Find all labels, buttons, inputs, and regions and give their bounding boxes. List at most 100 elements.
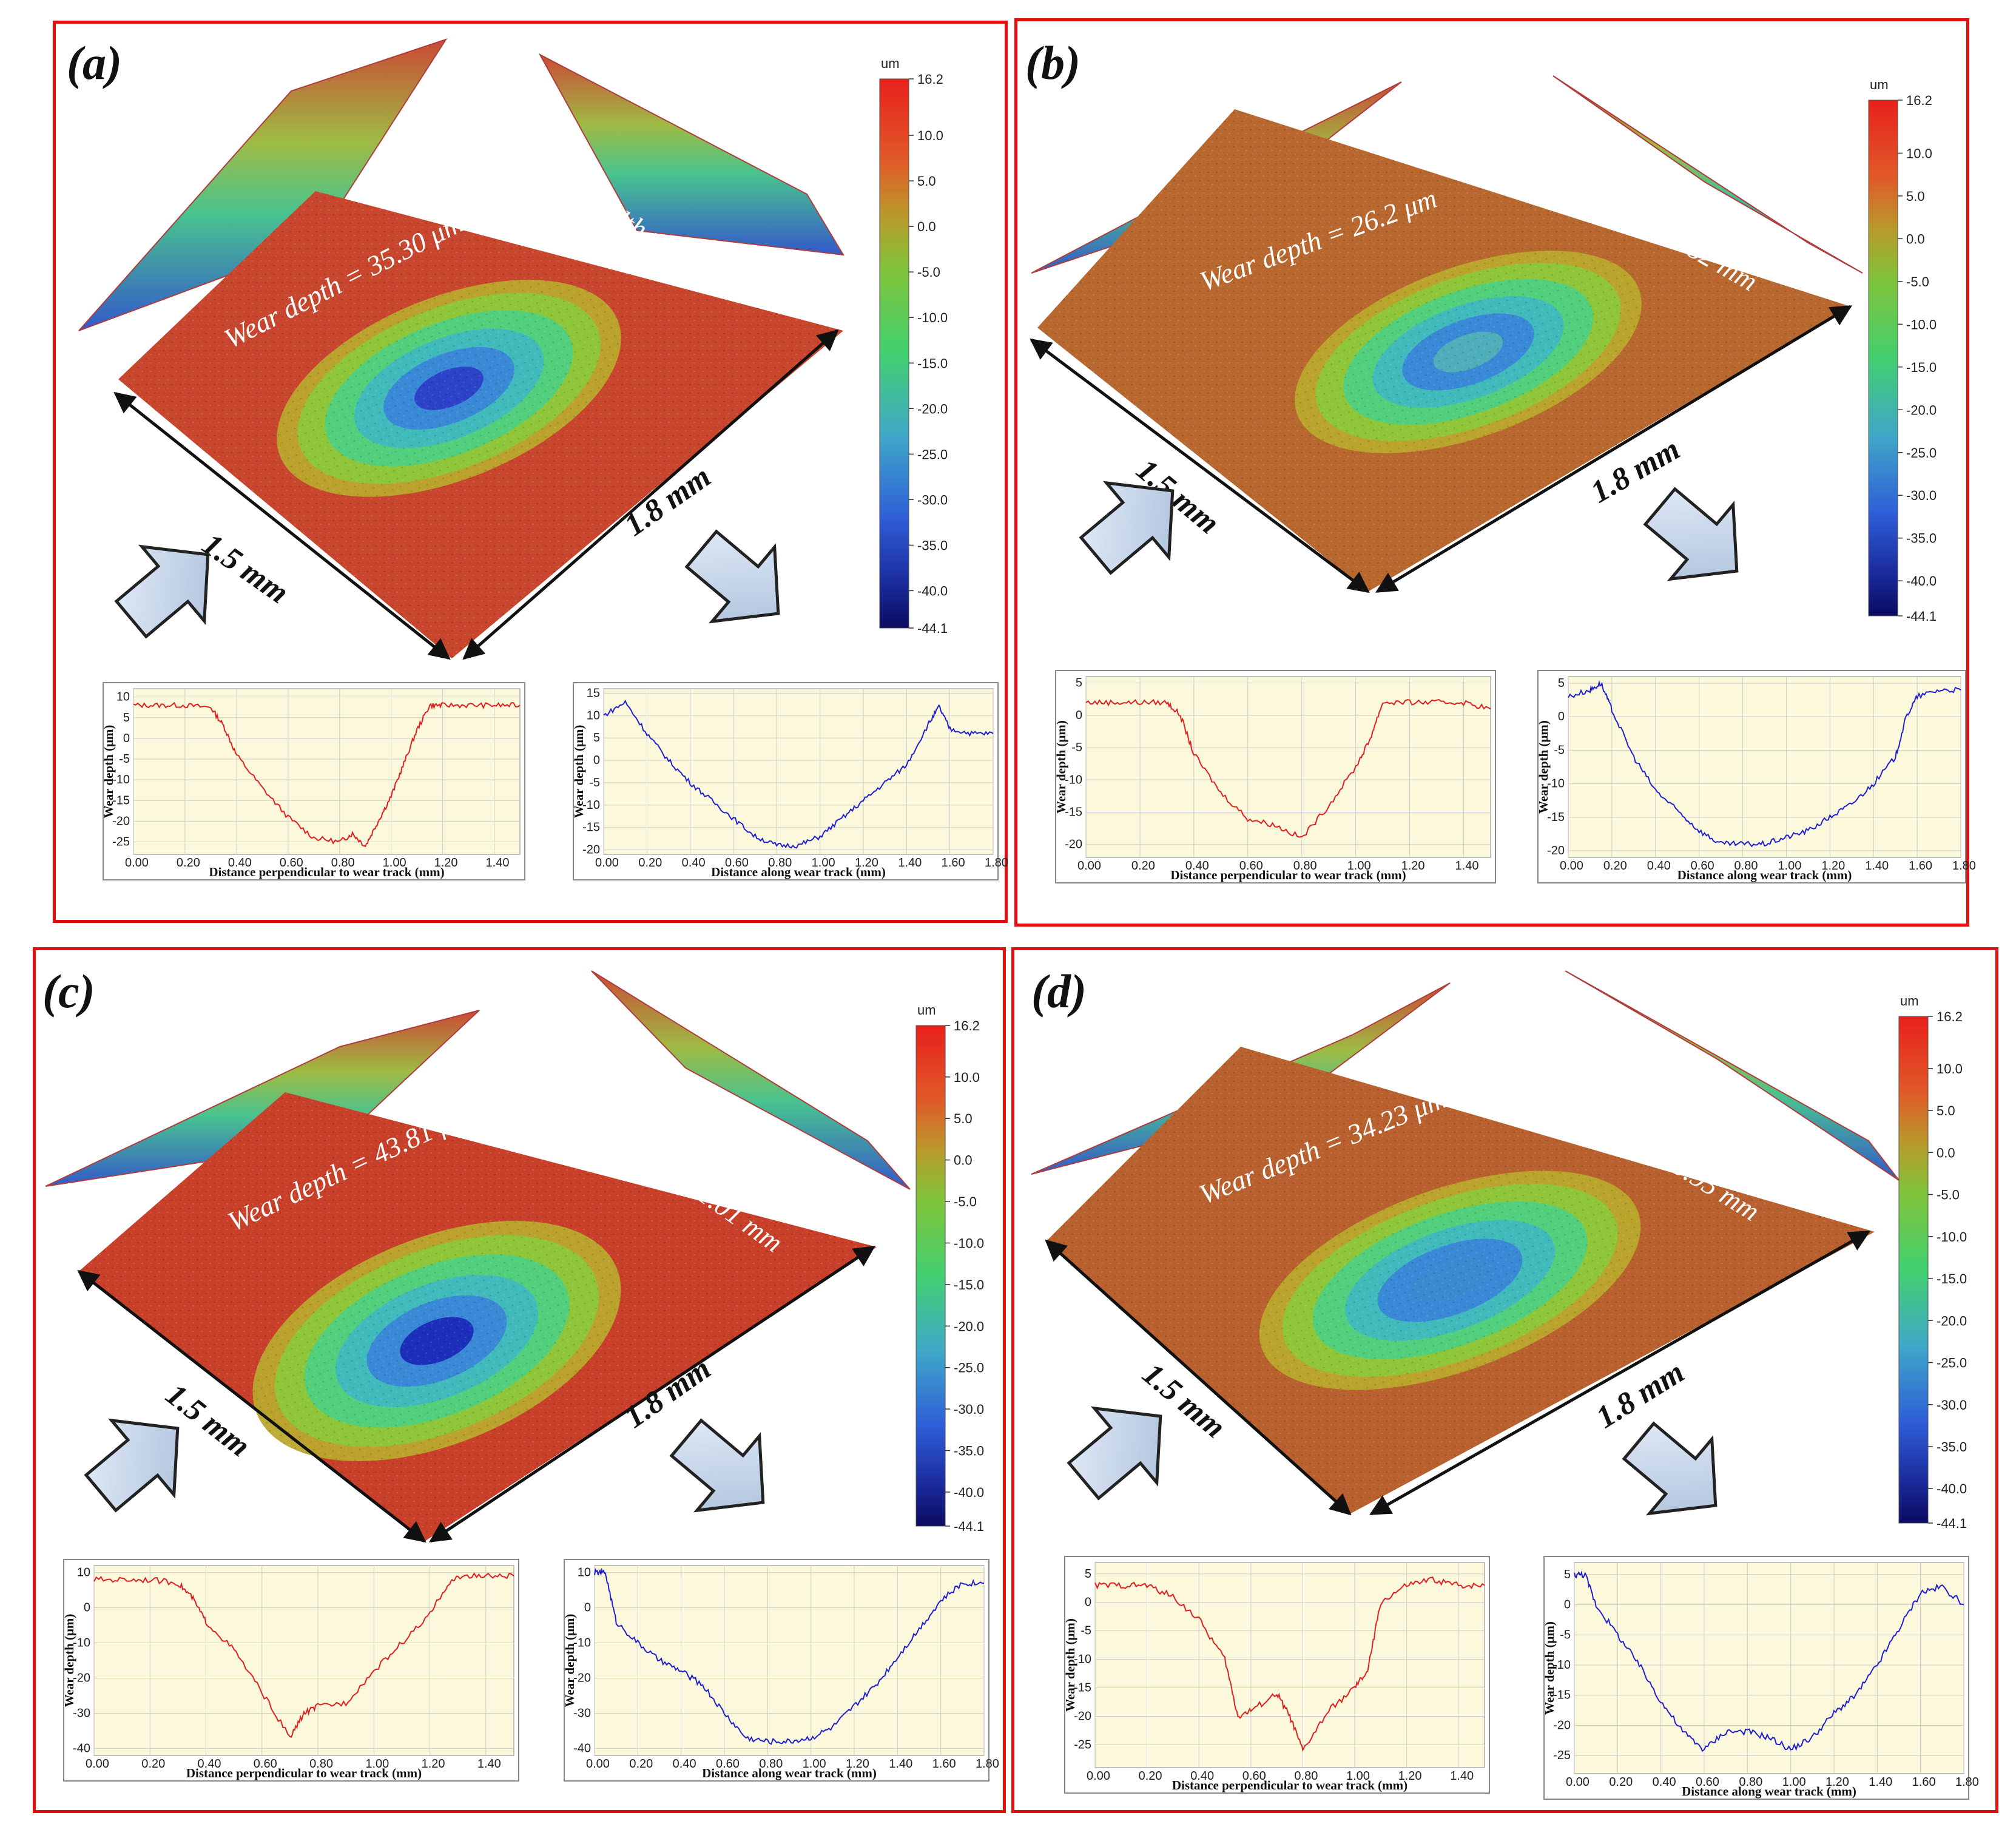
chart-y-tick-label: -20	[582, 843, 600, 857]
colorbar-tick-label: -40.0	[917, 583, 948, 598]
colorbar-tick-label: -15.0	[1937, 1271, 1967, 1286]
chart-series-line	[1568, 680, 1961, 848]
chart-plot-area	[1094, 1562, 1485, 1768]
direction-arrow-shape	[114, 544, 210, 639]
chart-x-tick-label: 1.60	[1912, 1775, 1936, 1789]
chart-y-tick-label: -5	[589, 776, 600, 789]
chart-x-tick-label: 0.20	[1603, 859, 1627, 873]
chart-x-tick-label: 0.00	[1560, 859, 1583, 873]
chart-x-tick-label: 1.80	[976, 1757, 999, 1771]
colorbar-unit: um	[1870, 77, 1889, 92]
chart-x-tick-label: 0.20	[141, 1757, 165, 1771]
chart-x-tick-label: 0.40	[198, 1757, 221, 1771]
chart-x-tick-label: 1.20	[434, 856, 458, 870]
chart-y-tick-label: -10	[1074, 1653, 1091, 1666]
chart-x-tick-label: 1.40	[898, 856, 922, 870]
chart-x-tick-label: 1.60	[1909, 859, 1932, 873]
chart-y-tick-label: -15	[1074, 1681, 1091, 1695]
colorbar-tick-label: 10.0	[917, 128, 943, 143]
chart-y-tick-label: 5	[593, 731, 600, 745]
chart-plot-area	[93, 1565, 514, 1756]
colorbar-tick-label: -15.0	[917, 356, 948, 371]
colorbar-tick-label: 10.0	[954, 1070, 980, 1085]
chart-x-tick-label: 1.80	[1955, 1775, 1979, 1789]
colorbar-tick-label: -25.0	[954, 1360, 984, 1376]
colorbar-unit: um	[917, 1002, 936, 1018]
direction-arrow-1	[1622, 1421, 1718, 1516]
chart-y-tick-label: -25	[1553, 1749, 1571, 1762]
chart-y-tick-label: 0	[1076, 709, 1082, 722]
chart-y-tick-label: 5	[1564, 1568, 1571, 1581]
chart-plot-area	[1568, 676, 1961, 858]
colorbar-tick-label: -35.0	[1906, 531, 1937, 546]
chart-x-tick-label: 0.20	[177, 856, 200, 870]
chart-y-tick-label: 5	[123, 711, 130, 725]
chart-x-tick-label: 1.40	[486, 856, 510, 870]
chart-y-tick-label: -20	[1074, 1710, 1091, 1723]
chart-y-tick-label: -30	[573, 1706, 591, 1720]
colorbar-tick-label: -5.0	[954, 1194, 977, 1209]
chart-y-tick-label: 10	[578, 1566, 591, 1579]
chart-y-tick-label: -30	[73, 1706, 90, 1720]
dimension-line-width	[113, 391, 451, 660]
chart-x-tick-label: 0.00	[595, 856, 619, 870]
dimension-line-length	[462, 329, 839, 660]
chart-x-tick-label: 0.00	[1566, 1775, 1590, 1789]
chart-x-tick-label: 1.00	[803, 1757, 826, 1771]
colorbar-tick-label: -40.0	[954, 1485, 984, 1500]
chart-x-tick-label: 0.80	[331, 856, 355, 870]
chart-y-tick-label: -20	[1553, 1718, 1571, 1732]
panel-a-content: Wear depth = 35.30 μm Wear width = 0.91 m…	[67, 36, 1008, 880]
colorbar-tick-label: -20.0	[1937, 1313, 1967, 1328]
panel-d-content: Wear depth = 34.23 μm Wear width = 0.95 m…	[1031, 965, 1979, 1800]
chart-x-tick-label: 1.40	[1869, 1775, 1892, 1789]
chart-y-tick-label: 5	[1085, 1567, 1091, 1581]
dimension-line-length	[1369, 1230, 1871, 1516]
colorbar-tick-label: -15.0	[954, 1277, 984, 1292]
chart-x-tick-label: 1.00	[365, 1757, 389, 1771]
colorbar-tick-label: 16.2	[954, 1018, 980, 1033]
chart-y-axis-label: Wear depth (μm)	[1536, 720, 1551, 814]
direction-arrow-0	[114, 544, 210, 639]
colorbar-tick-label: -30.0	[1906, 488, 1937, 503]
colorbar	[915, 1025, 946, 1527]
panel-c-content: Wear depth = 43.81 μm Wear width =1.01 mm…	[42, 965, 999, 1782]
chart-x-tick-label: 0.60	[725, 856, 749, 870]
dimension-line-length	[429, 1245, 875, 1543]
colorbar-tick-label: -40.0	[1937, 1481, 1967, 1496]
side-profile-right	[591, 970, 911, 1190]
colorbar-tick-label: -5.0	[1906, 274, 1929, 289]
chart-y-tick-label: 10	[587, 709, 600, 722]
direction-arrow-1	[1643, 487, 1739, 581]
chart-x-tick-label: 0.80	[1739, 1775, 1762, 1789]
chart-y-tick-label: -25	[1074, 1738, 1091, 1751]
chart-x-tick-label: 1.60	[932, 1757, 956, 1771]
chart-x-tick-label: 0.20	[1609, 1775, 1633, 1789]
chart-x-tick-label: 1.40	[1865, 859, 1889, 873]
colorbar-tick-label: -30.0	[1937, 1397, 1967, 1413]
chart-x-tick-label: 1.40	[1450, 1769, 1474, 1783]
chart-x-tick-label: 1.40	[1455, 859, 1479, 873]
chart-x-tick-label: 1.20	[1401, 859, 1425, 873]
colorbar-tick-label: -25.0	[1937, 1356, 1967, 1371]
chart-x-tick-label: 1.00	[1347, 859, 1371, 873]
colorbar-tick-label: 5.0	[1937, 1103, 1955, 1118]
chart-x-axis-label: Distance perpendicular to wear track (mm…	[1170, 868, 1406, 882]
direction-arrow-0	[1079, 481, 1175, 575]
colorbar-tick-label: -10.0	[917, 310, 948, 325]
colorbar-tick-label: -10.0	[1906, 317, 1937, 332]
chart-x-tick-label: 0.60	[280, 856, 303, 870]
side-profile-right	[538, 53, 844, 256]
dimension-line-width	[77, 1269, 426, 1543]
panel-b-content: Wear depth = 26.2 μm Wear width = 0.82 mm…	[1025, 36, 1976, 883]
colorbar-tick-label: -20.0	[917, 401, 948, 416]
chart-x-tick-label: 1.80	[985, 856, 1008, 870]
direction-arrow-shape	[1622, 1421, 1718, 1516]
colorbar-tick-label: -15.0	[1906, 360, 1937, 375]
chart-x-axis-label: Distance along wear track (mm)	[1677, 868, 1852, 882]
direction-arrow-0	[1067, 1406, 1162, 1501]
panel-label: (d)	[1031, 965, 1087, 1018]
colorbar-tick-label: -30.0	[954, 1402, 984, 1417]
chart-x-tick-label: 0.20	[1139, 1769, 1162, 1783]
chart-x-tick-label: 1.20	[855, 856, 878, 870]
